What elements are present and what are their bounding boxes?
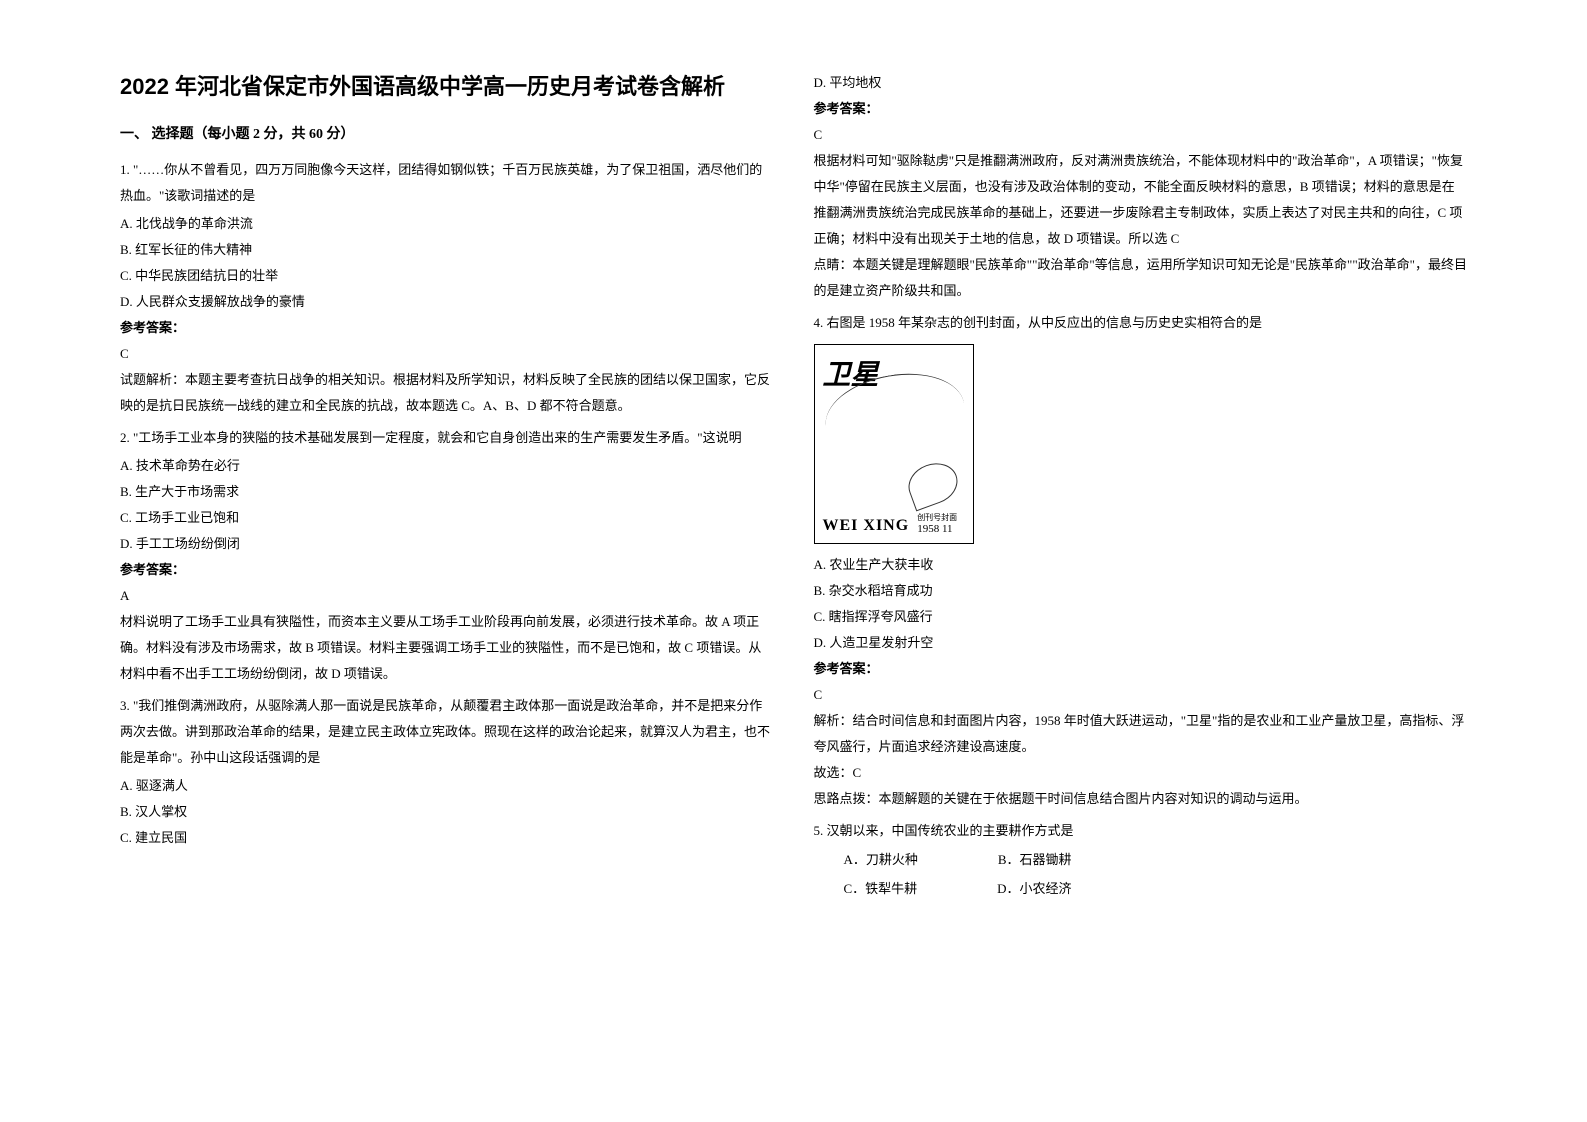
magazine-date-text: 1958 11 xyxy=(917,523,952,535)
q3-option-c: C. 建立民国 xyxy=(120,825,774,851)
q3-text: 3. "我们推倒满洲政府，从驱除满人那一面说是民族革命，从颠覆君主政体那一面说是… xyxy=(120,693,774,771)
magazine-pinyin: WEI XING xyxy=(823,517,910,535)
magazine-date: 创刊号封面 1958 11 xyxy=(917,512,957,535)
q2-text: 2. "工场手工业本身的狭隘的技术基础发展到一定程度，就会和它自身创造出来的生产… xyxy=(120,425,774,451)
q1-answer: C xyxy=(120,341,774,367)
q5-text: 5. 汉朝以来，中国传统农业的主要耕作方式是 xyxy=(814,818,1468,844)
q4-option-b: B. 杂交水稻培育成功 xyxy=(814,578,1468,604)
q4-text: 4. 右图是 1958 年某杂志的创刊封面，从中反应出的信息与历史史实相符合的是 xyxy=(814,310,1468,336)
q3-answer: C xyxy=(814,122,1468,148)
q2-answer: A xyxy=(120,583,774,609)
satellite-icon xyxy=(902,456,963,511)
q1-text: 1. "……你从不曾看见，四万万同胞像今天这样，团结得如钢似铁；千百万民族英雄，… xyxy=(120,157,774,209)
section-header: 一、 选择题（每小题 2 分，共 60 分） xyxy=(120,123,774,143)
q4-explanation-1: 解析：结合时间信息和封面图片内容，1958 年时值大跃进运动，"卫星"指的是农业… xyxy=(814,708,1468,760)
question-1: 1. "……你从不曾看见，四万万同胞像今天这样，团结得如钢似铁；千百万民族英雄，… xyxy=(120,157,774,419)
q3-hint: 点睛：本题关键是理解题眼"民族革命""政治革命"等信息，运用所学知识可知无论是"… xyxy=(814,252,1468,304)
q4-explanation-2: 故选：C xyxy=(814,760,1468,786)
q4-option-c: C. 瞎指挥浮夸风盛行 xyxy=(814,604,1468,630)
q2-option-b: B. 生产大于市场需求 xyxy=(120,479,774,505)
question-3-part2: D. 平均地权 参考答案： C 根据材料可知"驱除鞑虏"只是推翻满洲政府，反对满… xyxy=(814,70,1468,304)
q3-option-b: B. 汉人掌权 xyxy=(120,799,774,825)
q3-option-d: D. 平均地权 xyxy=(814,70,1468,96)
q4-explanation-3: 思路点拨：本题解题的关键在于依据题干时间信息结合图片内容对知识的调动与运用。 xyxy=(814,786,1468,812)
q4-answer-label: 参考答案： xyxy=(814,656,1468,682)
q3-explanation: 根据材料可知"驱除鞑虏"只是推翻满洲政府，反对满洲贵族统治，不能体现材料中的"政… xyxy=(814,148,1468,252)
q1-option-b: B. 红军长征的伟大精神 xyxy=(120,237,774,263)
q2-explanation: 材料说明了工场手工业具有狭隘性，而资本主义要从工场手工业阶段再向前发展，必须进行… xyxy=(120,609,774,687)
magazine-subtitle: 创刊号封面 xyxy=(917,512,957,523)
q1-option-d: D. 人民群众支援解放战争的豪情 xyxy=(120,289,774,315)
q3-option-a: A. 驱逐满人 xyxy=(120,773,774,799)
q5-option-c: C．铁犁牛耕 xyxy=(844,875,918,904)
q5-option-a: A．刀耕火种 xyxy=(844,846,918,875)
q5-option-d: D．小农经济 xyxy=(997,875,1071,904)
q3-answer-label: 参考答案： xyxy=(814,96,1468,122)
q1-option-c: C. 中华民族团结抗日的壮举 xyxy=(120,263,774,289)
q2-answer-label: 参考答案： xyxy=(120,557,774,583)
q1-option-a: A. 北伐战争的革命洪流 xyxy=(120,211,774,237)
q4-option-a: A. 农业生产大获丰收 xyxy=(814,552,1468,578)
q5-option-b: B．石器锄耕 xyxy=(998,846,1072,875)
q4-answer: C xyxy=(814,682,1468,708)
document-title: 2022 年河北省保定市外国语高级中学高一历史月考试卷含解析 xyxy=(120,70,774,103)
q1-explanation: 试题解析：本题主要考查抗日战争的相关知识。根据材料及所学知识，材料反映了全民族的… xyxy=(120,367,774,419)
q4-option-d: D. 人造卫星发射升空 xyxy=(814,630,1468,656)
q2-option-c: C. 工场手工业已饱和 xyxy=(120,505,774,531)
q1-answer-label: 参考答案： xyxy=(120,315,774,341)
question-3-part1: 3. "我们推倒满洲政府，从驱除满人那一面说是民族革命，从颠覆君主政体那一面说是… xyxy=(120,693,774,851)
q2-option-d: D. 手工工场纷纷倒闭 xyxy=(120,531,774,557)
question-5: 5. 汉朝以来，中国传统农业的主要耕作方式是 A．刀耕火种 B．石器锄耕 C．铁… xyxy=(814,818,1468,903)
question-2: 2. "工场手工业本身的狭隘的技术基础发展到一定程度，就会和它自身创造出来的生产… xyxy=(120,425,774,687)
q2-option-a: A. 技术革命势在必行 xyxy=(120,453,774,479)
question-4: 4. 右图是 1958 年某杂志的创刊封面，从中反应出的信息与历史史实相符合的是… xyxy=(814,310,1468,812)
magazine-cover-image: 卫星 WEI XING 创刊号封面 1958 11 xyxy=(814,344,974,544)
